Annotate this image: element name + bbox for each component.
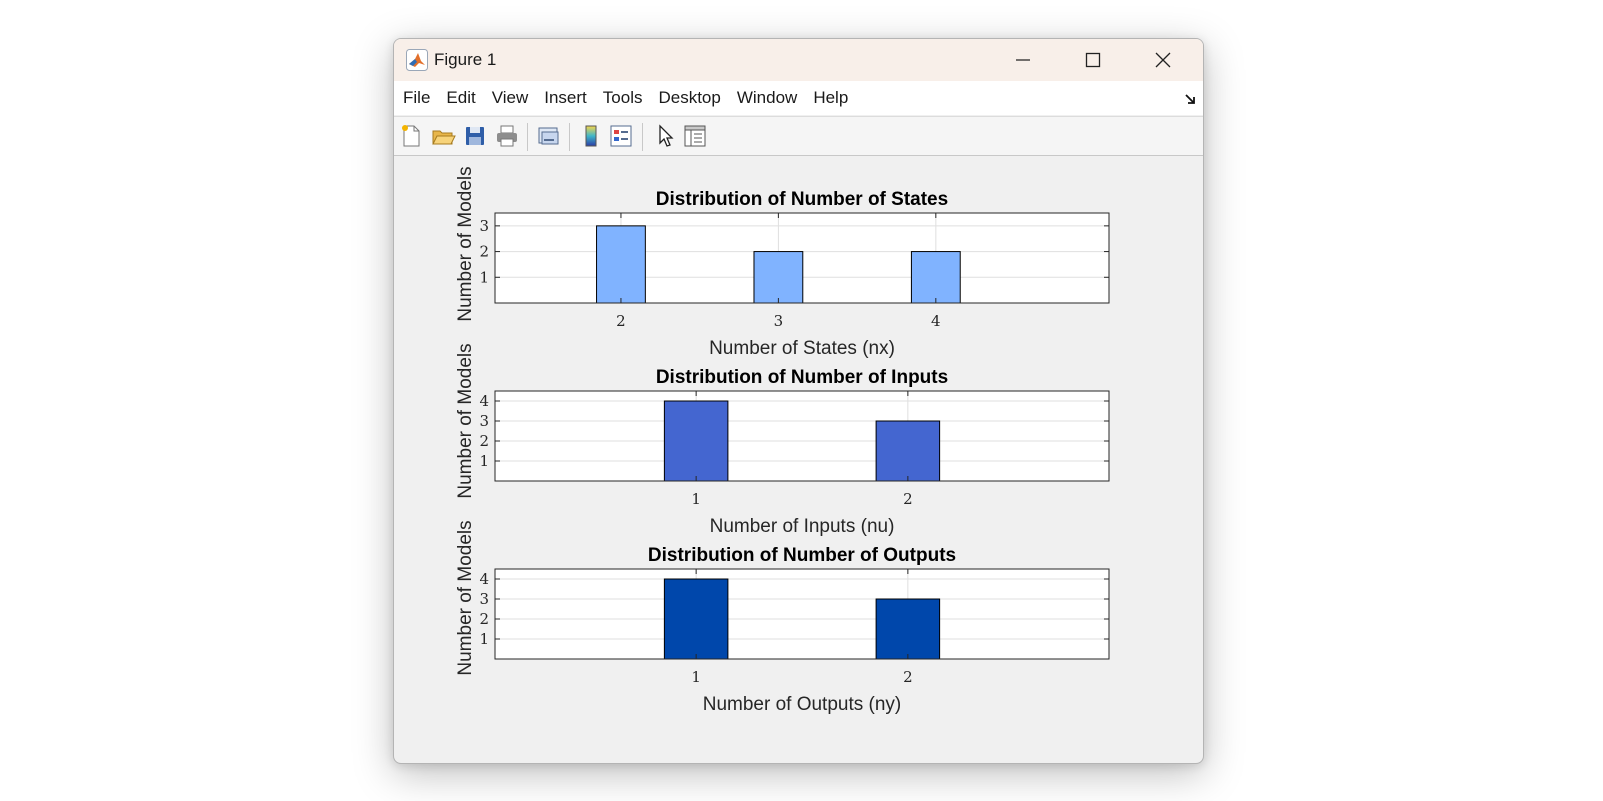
menu-window[interactable]: Window bbox=[736, 88, 798, 107]
property-inspector-icon[interactable] bbox=[682, 123, 708, 149]
x-tick-label: 4 bbox=[931, 312, 941, 330]
y-tick-label: 1 bbox=[479, 452, 489, 470]
x-axis-label: Number of Outputs (ny) bbox=[703, 694, 902, 715]
y-tick-label: 2 bbox=[479, 610, 489, 628]
bar bbox=[910, 251, 961, 304]
axes-box bbox=[494, 568, 1110, 660]
x-tick-label: 2 bbox=[903, 668, 913, 686]
legend-icon[interactable] bbox=[608, 123, 634, 149]
title-bar[interactable]: Figure 1 bbox=[394, 39, 1203, 81]
y-tick-label: 3 bbox=[479, 412, 489, 430]
y-tick-label: 2 bbox=[479, 432, 489, 450]
menu-file[interactable]: File bbox=[403, 88, 431, 107]
x-tick-label: 2 bbox=[616, 312, 626, 330]
save-icon[interactable] bbox=[462, 123, 488, 149]
bar bbox=[596, 225, 646, 304]
x-tick-label: 1 bbox=[691, 490, 701, 508]
minimize-button[interactable] bbox=[988, 39, 1058, 81]
y-tick-label: 1 bbox=[479, 630, 489, 648]
axes-box bbox=[494, 390, 1110, 482]
x-axis-label: Number of States (nx) bbox=[709, 338, 895, 359]
menu-desktop[interactable]: Desktop bbox=[658, 88, 721, 107]
x-tick-label: 2 bbox=[903, 490, 913, 508]
y-axis-label: Number of Models bbox=[455, 343, 476, 498]
maximize-button[interactable] bbox=[1058, 39, 1128, 81]
y-axis-label: Number of Models bbox=[455, 520, 476, 675]
menu-bar: File Edit View Insert Tools Desktop Wind… bbox=[394, 81, 1203, 115]
chart-title: Distribution of Number of States bbox=[656, 189, 948, 210]
minimize-icon bbox=[1016, 59, 1030, 61]
bar bbox=[663, 578, 729, 660]
figure-toolbar bbox=[394, 116, 1203, 156]
toolbar-separator bbox=[527, 123, 528, 151]
x-tick-label: 3 bbox=[774, 312, 784, 330]
window-title: Figure 1 bbox=[434, 50, 497, 69]
y-tick-label: 3 bbox=[479, 590, 489, 608]
chart-title: Distribution of Number of Outputs bbox=[648, 545, 956, 566]
colorbar-icon[interactable] bbox=[578, 123, 604, 149]
bar bbox=[875, 598, 941, 660]
y-axis-label: Number of Models bbox=[455, 166, 476, 321]
maximize-icon bbox=[1085, 52, 1101, 68]
menu-tools[interactable]: Tools bbox=[602, 88, 643, 107]
x-tick-label: 1 bbox=[691, 668, 701, 686]
figure-canvas[interactable]: 1 2 3 2 3 4 Distribution of Number of States Nu… bbox=[394, 155, 1203, 763]
matlab-logo-icon bbox=[406, 49, 428, 71]
dock-arrow-icon[interactable] bbox=[1185, 93, 1197, 105]
menu-help[interactable]: Help bbox=[813, 88, 849, 107]
toolbar-separator bbox=[642, 123, 643, 151]
new-figure-icon[interactable] bbox=[398, 123, 424, 149]
y-tick-label: 3 bbox=[479, 217, 489, 235]
bar bbox=[663, 400, 729, 482]
axes-background bbox=[495, 569, 1109, 659]
print-icon[interactable] bbox=[494, 123, 520, 149]
axes-background bbox=[495, 391, 1109, 481]
figure-window: Figure 1 File Edit View Insert Tools Des… bbox=[393, 38, 1204, 764]
y-tick-label: 2 bbox=[479, 243, 489, 261]
menu-edit[interactable]: Edit bbox=[446, 88, 476, 107]
link-plot-icon[interactable] bbox=[536, 123, 562, 149]
menu-view[interactable]: View bbox=[491, 88, 529, 107]
close-button[interactable] bbox=[1128, 39, 1198, 81]
bar bbox=[875, 420, 941, 482]
chart-title: Distribution of Number of Inputs bbox=[656, 367, 948, 388]
toolbar-separator bbox=[569, 123, 570, 151]
plot-area: 1 2 3 2 3 4 Distribution of Number of States Nu… bbox=[394, 155, 1203, 763]
y-tick-label: 1 bbox=[479, 268, 489, 286]
y-tick-label: 4 bbox=[479, 570, 489, 588]
open-file-icon[interactable] bbox=[430, 123, 456, 149]
pointer-icon[interactable] bbox=[652, 123, 678, 149]
x-axis-label: Number of Inputs (nu) bbox=[710, 516, 895, 537]
bar bbox=[753, 251, 804, 304]
axes-box bbox=[494, 212, 1110, 304]
y-tick-label: 4 bbox=[479, 392, 489, 410]
close-icon bbox=[1155, 52, 1171, 68]
menu-insert[interactable]: Insert bbox=[544, 88, 587, 107]
